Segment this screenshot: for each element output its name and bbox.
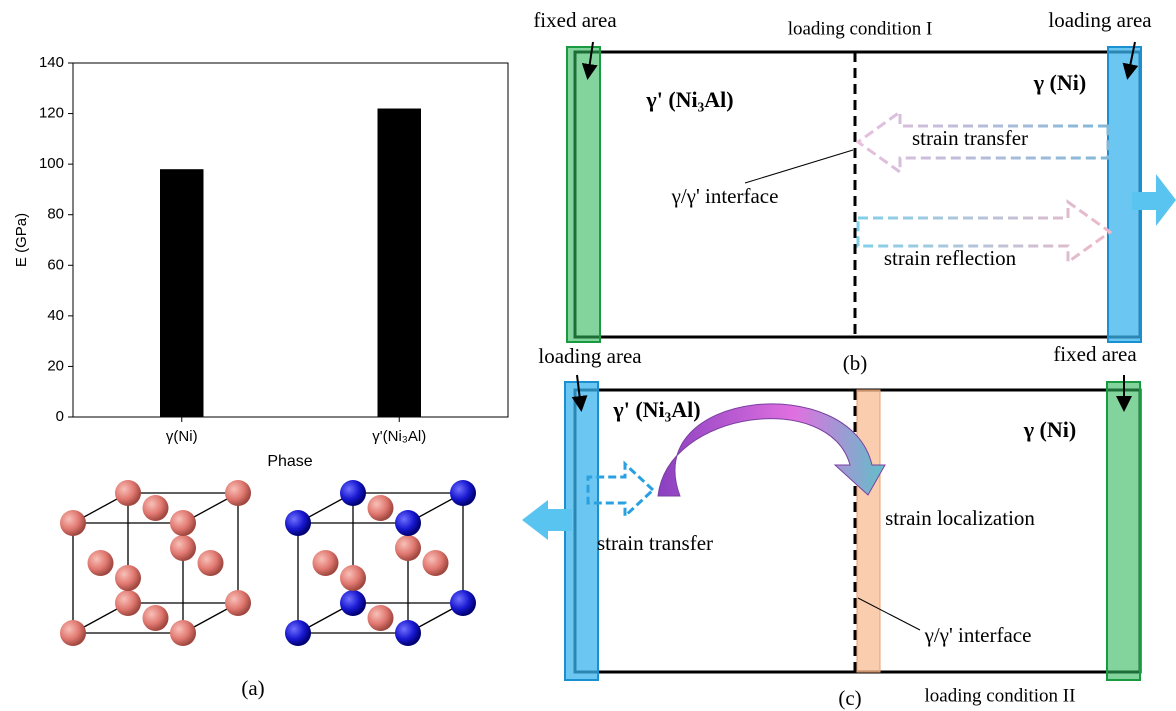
- label: γ/γ' interface: [671, 184, 779, 208]
- fixed-area: [566, 46, 601, 343]
- label: loading condition I: [788, 18, 933, 39]
- atom: [395, 535, 421, 561]
- y-tick-label: 60: [47, 256, 64, 273]
- y-tick-label: 20: [47, 357, 64, 374]
- pointer: [1122, 41, 1139, 80]
- plot-frame: [72, 62, 509, 418]
- x-tick-label: γ'(Ni₃Al): [372, 428, 426, 445]
- pointer: [581, 41, 598, 80]
- atom: [367, 605, 394, 631]
- label: strain transfer: [597, 531, 713, 555]
- atom: [450, 590, 476, 616]
- y-axis-label: E (GPa): [13, 213, 30, 267]
- panel-label: (b): [843, 351, 868, 375]
- load-arrow: [1132, 174, 1176, 226]
- transfer-arrow: [586, 460, 656, 520]
- label: fixed area: [533, 8, 617, 32]
- x-tick-label: γ(Ni): [166, 428, 198, 445]
- y-tick-label: 140: [39, 54, 64, 71]
- transfer-arrow: [855, 109, 1110, 175]
- atom: [225, 590, 251, 616]
- phase-label: γ (Ni): [1033, 70, 1086, 95]
- label: loading area: [1048, 8, 1152, 32]
- atom: [170, 535, 196, 561]
- y-tick-label: 100: [39, 155, 64, 172]
- localization-band: [856, 389, 881, 673]
- label: loading condition II: [925, 685, 1076, 706]
- reflection-arrow: [856, 199, 1113, 265]
- y-tick-label: 120: [39, 105, 64, 122]
- bar: [377, 108, 421, 417]
- atom: [285, 620, 311, 646]
- atom: [450, 480, 476, 506]
- y-tick-label: 80: [47, 206, 64, 223]
- atom: [60, 620, 86, 646]
- atom: [170, 620, 196, 646]
- panel-label: (a): [241, 676, 264, 700]
- atom: [115, 565, 141, 591]
- label: strain transfer: [912, 126, 1028, 150]
- pointer: [857, 597, 921, 631]
- pointer: [744, 149, 854, 184]
- y-tick-label: 0: [56, 408, 64, 425]
- label: γ/γ' interface: [924, 623, 1032, 647]
- atom: [395, 510, 421, 536]
- bar: [160, 169, 204, 417]
- atom: [395, 620, 421, 646]
- label: loading area: [538, 344, 642, 368]
- atom: [60, 510, 86, 536]
- panel-b: fixed area loading condition I loading a…: [533, 8, 1176, 375]
- load-arrow: [522, 500, 572, 540]
- atom: [142, 605, 169, 631]
- bar-chart: Phase E (GPa) 0 20 40 60 80 100 120 140 γ(Ni) γ'(…: [13, 54, 509, 470]
- fixed-area: [1106, 381, 1141, 681]
- phase-label: γ (Ni): [1023, 417, 1076, 442]
- label: strain localization: [885, 506, 1035, 530]
- label: strain reflection: [884, 246, 1017, 270]
- atom: [340, 565, 366, 591]
- x-axis-label: Phase: [267, 453, 312, 470]
- curved-arrow: [657, 403, 886, 497]
- panel-c: loading area fixed area γ' (Ni₃Al) γ (Ni…: [522, 342, 1142, 710]
- atom: [142, 495, 169, 521]
- atom: [285, 510, 311, 536]
- panel-label: (c): [838, 686, 861, 710]
- label: fixed area: [1053, 342, 1137, 366]
- atom: [340, 480, 366, 506]
- atom: [422, 550, 449, 576]
- phase-label: γ' (Ni₃Al): [612, 397, 700, 422]
- atom: [340, 590, 366, 616]
- atom: [170, 510, 196, 536]
- atom: [312, 550, 339, 576]
- atom: [197, 550, 224, 576]
- atom: [115, 590, 141, 616]
- pointer: [571, 374, 588, 412]
- y-tick-label: 40: [47, 307, 64, 324]
- phase-label: γ' (Ni₃Al): [645, 87, 733, 112]
- atom: [225, 480, 251, 506]
- atom: [115, 480, 141, 506]
- atom: [367, 495, 394, 521]
- atom: [87, 550, 114, 576]
